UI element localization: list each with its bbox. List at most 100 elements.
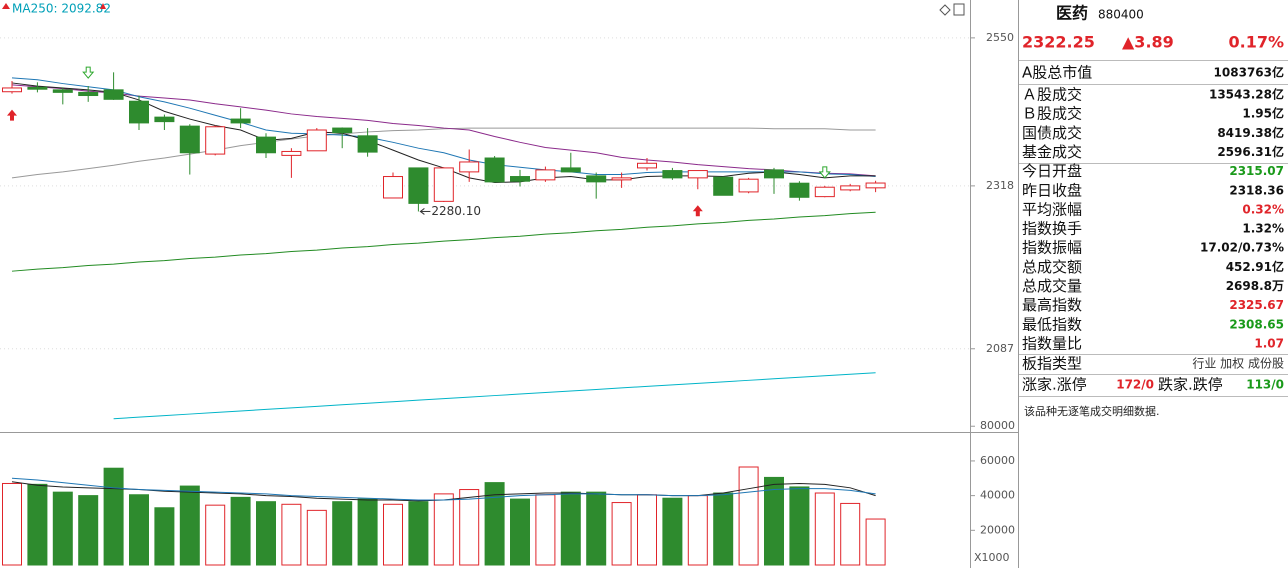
volume-bar: [586, 491, 607, 566]
y-tick-label: 20000: [980, 523, 1015, 536]
row-value: 1.95亿: [1242, 106, 1284, 121]
volume-bar: [205, 504, 226, 566]
row-value: 17.02/0.73%: [1200, 241, 1284, 255]
candle-body: [713, 176, 734, 196]
row-label: 跌家.跌停: [1158, 376, 1223, 394]
row-label: A股总市值: [1022, 64, 1092, 82]
volume-bar: [662, 497, 683, 566]
row-label: 最低指数: [1022, 315, 1082, 333]
volume-bar: [129, 494, 149, 566]
price-change: ▲3.89: [1122, 33, 1174, 52]
percent-change: 0.17%: [1228, 33, 1284, 52]
volume-bar: [78, 495, 99, 566]
toggle-icon[interactable]: [939, 4, 951, 16]
candle-body: [2, 87, 22, 93]
candle-body: [637, 162, 657, 169]
volume-bar: [738, 466, 759, 566]
volume-bar: [637, 494, 657, 566]
row-label: 板指类型: [1022, 355, 1082, 373]
row-value: 0.32%: [1242, 202, 1284, 216]
row-value: 1.32%: [1242, 222, 1284, 236]
volume-bar: [2, 482, 22, 566]
volume-bar: [154, 507, 175, 566]
signal-arrow: [7, 109, 17, 121]
candle-body: [586, 175, 607, 183]
arrow-icon: [100, 3, 106, 9]
candle-body: [78, 91, 99, 97]
index-code: 880400: [1098, 8, 1144, 22]
volume-bar: [687, 495, 708, 566]
candle-body: [535, 169, 556, 181]
volume-bar: [789, 486, 810, 566]
volume-bar: [611, 502, 632, 566]
row-value: 2318.36: [1229, 183, 1284, 197]
row-value: 8419.38亿: [1217, 125, 1284, 140]
ma-header: MA250: 2092.82: [12, 2, 111, 16]
ma-line: [11, 77, 876, 178]
ma-line: [113, 372, 876, 420]
y-tick-label: 60000: [980, 454, 1015, 467]
row-value: 2315.07: [1229, 164, 1284, 178]
trade-note: 该品种无逐笔成交明细数据.: [1024, 404, 1160, 418]
index-name: 医药: [1056, 4, 1088, 23]
row-label: Ｂ股成交: [1022, 105, 1082, 123]
row-value: 172/0: [1116, 378, 1154, 392]
candle-body: [408, 167, 429, 204]
volume-bar: [459, 489, 480, 566]
volume-bar: [27, 483, 48, 566]
candle-body: [256, 136, 276, 154]
candle-body: [560, 167, 581, 173]
row-label: Ａ股成交: [1022, 86, 1082, 104]
row-value: 2698.8万: [1226, 279, 1284, 293]
candle-body: [52, 89, 73, 93]
y-tick-label: 2550: [986, 31, 1014, 44]
volume-bar: [306, 509, 327, 566]
volume-bar: [383, 503, 403, 566]
y-tick-label: 40000: [980, 489, 1015, 502]
row-value: 13543.28亿: [1209, 87, 1284, 102]
volume-bar: [510, 498, 530, 566]
volume-bar: [357, 498, 378, 566]
row-value: 1.07: [1254, 336, 1284, 350]
row-label: 最高指数: [1022, 296, 1082, 314]
candle-body: [611, 177, 632, 181]
volume-unit: X1000: [974, 551, 1010, 564]
volume-bar: [256, 501, 276, 566]
row-label: 基金成交: [1022, 143, 1082, 161]
annotation-arrow: [419, 208, 425, 215]
volume-bar: [713, 492, 734, 566]
ma-line: [11, 127, 876, 179]
candle-body: [281, 150, 302, 156]
volume-bar: [281, 503, 302, 566]
row-value[interactable]: 行业 加权 成份股: [1192, 357, 1284, 371]
row-label: 指数振幅: [1022, 239, 1082, 257]
volume-bar: [52, 491, 73, 566]
row-value: 2596.31亿: [1217, 144, 1284, 159]
y-tick-label: 80000: [980, 419, 1015, 432]
volume-bar: [179, 485, 200, 566]
candle-body: [357, 135, 378, 153]
candle-body: [814, 186, 835, 198]
row-label: 昨日收盘: [1022, 181, 1082, 199]
candle-body: [306, 129, 327, 152]
y-tick-label: 2318: [986, 179, 1014, 192]
row-value: 2325.67: [1229, 298, 1284, 312]
volume-bar: [814, 492, 835, 566]
row-label: 平均涨幅: [1022, 200, 1082, 218]
row-label: 涨家.涨停: [1022, 376, 1087, 394]
ma-line: [11, 84, 876, 177]
signal-arrow: [692, 205, 703, 217]
candle-body: [865, 182, 886, 189]
volume-bar: [230, 496, 251, 566]
candle-body: [484, 157, 505, 183]
signal-arrow: [818, 166, 831, 179]
window-icon[interactable]: [953, 3, 965, 16]
row-label: 指数量比: [1022, 334, 1082, 352]
low-annotation: 2280.10: [431, 204, 481, 218]
volume-bar: [840, 502, 861, 566]
last-price: 2322.25: [1022, 33, 1095, 52]
candle-body: [840, 185, 861, 191]
ma-line: [11, 211, 876, 272]
